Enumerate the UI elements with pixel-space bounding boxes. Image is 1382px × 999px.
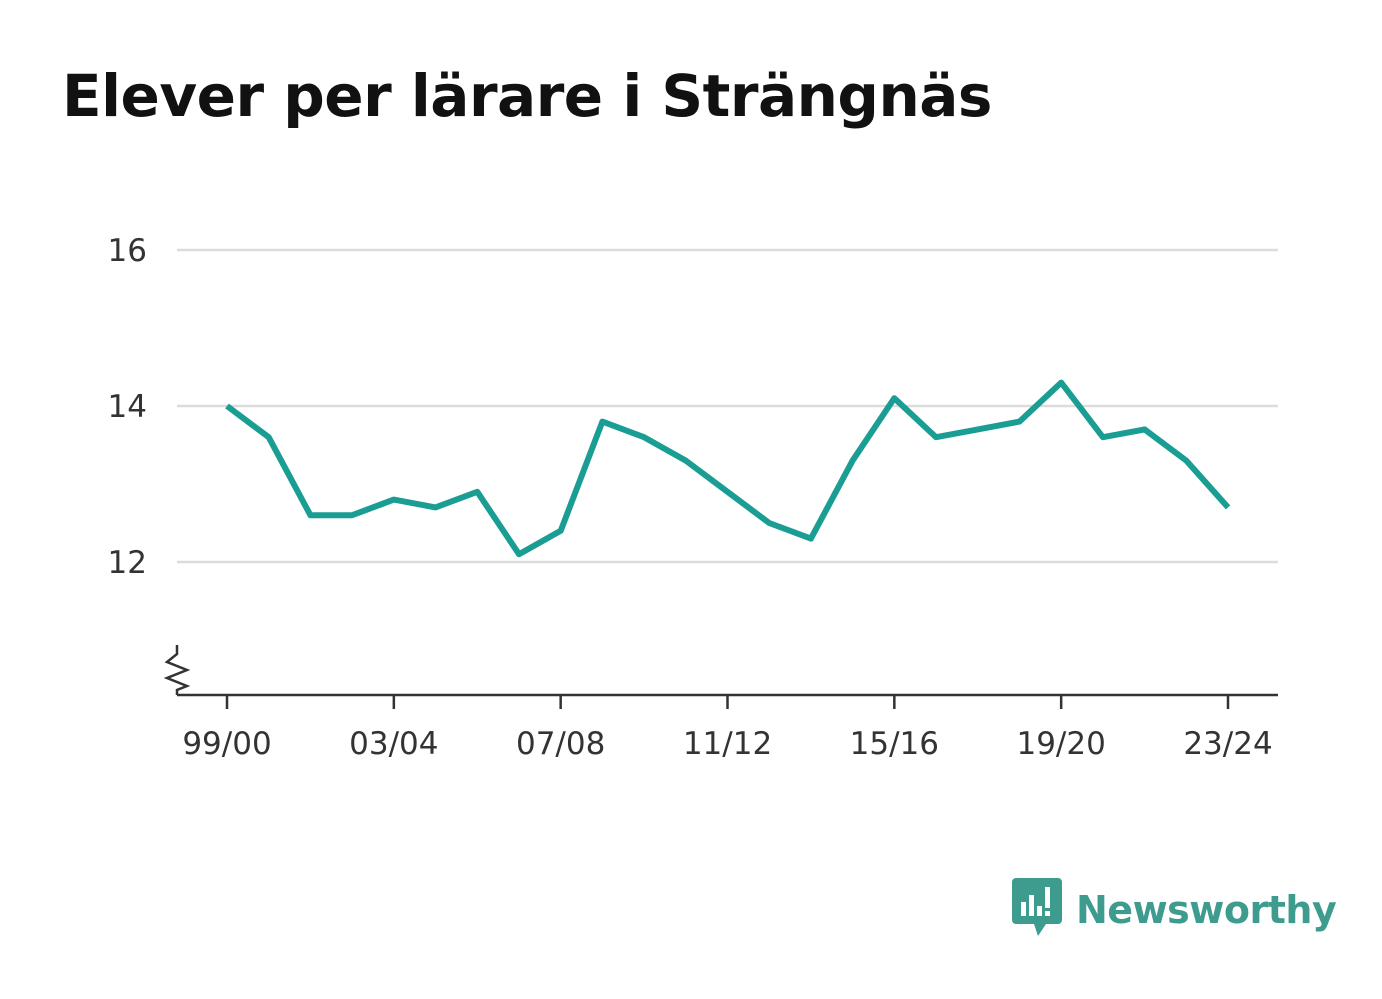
brand-logo: Newsworthy <box>1012 878 1337 942</box>
x-tick-label: 99/00 <box>182 726 271 762</box>
x-tick-label: 11/12 <box>683 726 772 762</box>
series-layer <box>225 379 1231 558</box>
y-axis-break <box>163 645 191 695</box>
gridlines <box>177 248 1278 564</box>
y-tick-label: 12 <box>108 545 147 581</box>
x-tick-label: 07/08 <box>516 726 605 762</box>
x-tick-label: 19/20 <box>1016 726 1105 762</box>
newsworthy-logo-icon <box>1012 878 1062 942</box>
x-tick-labels: 99/00 03/04 07/08 11/12 15/16 19/20 23/24 <box>182 726 1272 762</box>
x-tick-label: 23/24 <box>1183 726 1272 762</box>
y-tick-label: 16 <box>108 233 147 269</box>
axes <box>163 645 1278 709</box>
y-tick-labels: 12 14 16 <box>108 233 147 581</box>
series-line-0 <box>225 379 1231 558</box>
x-tick-label: 03/04 <box>349 726 438 762</box>
y-tick-label: 14 <box>108 389 147 425</box>
brand-name: Newsworthy <box>1076 888 1337 932</box>
x-tick-label: 15/16 <box>850 726 939 762</box>
chart-title: Elever per lärare i Strängnäs <box>62 62 992 130</box>
